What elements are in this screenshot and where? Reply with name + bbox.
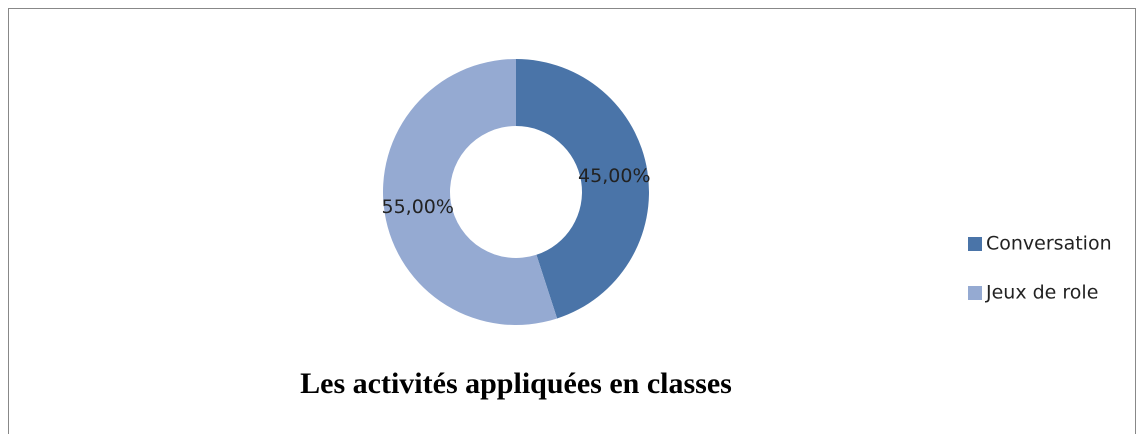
legend-swatch [968,237,982,251]
donut-segment [383,59,558,326]
data-label: 45,00% [578,165,650,187]
legend-label: Conversation [986,233,1112,255]
chart-border [8,8,1136,434]
legend-swatch [968,286,982,300]
chart-title: Les activités appliquées en classes [300,367,732,400]
legend-label: Jeux de role [985,282,1098,304]
donut-segment [516,59,649,319]
data-label: 55,00% [381,196,453,218]
